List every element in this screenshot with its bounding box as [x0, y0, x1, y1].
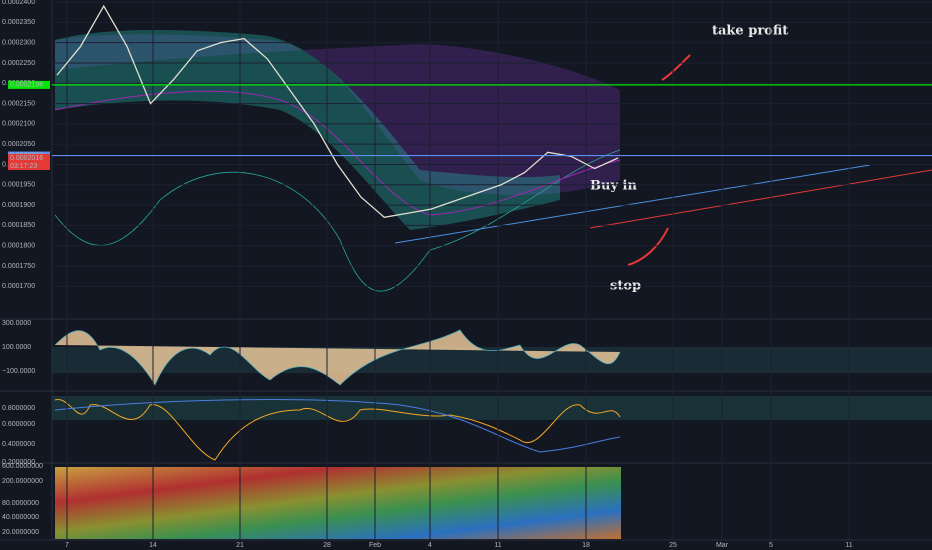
y-tick-label: 0.0001850 [2, 222, 35, 229]
ribbon-band [55, 30, 560, 230]
cci-band [52, 347, 932, 373]
cci-line [54, 329, 621, 386]
pane-tick-label: 0.8000000 [2, 405, 35, 412]
pane-tick-label: 0.2000000 [2, 459, 35, 466]
y-tick-label: 0.0001700 [2, 283, 35, 290]
pane-tick-label: 200.0000000 [2, 478, 43, 485]
pane-tick-label: −100.0000 [2, 368, 35, 375]
x-tick-label: 28 [323, 542, 331, 549]
axis-column [0, 0, 52, 540]
pane-tick-label: 0.4000000 [2, 441, 35, 448]
x-tick-label: 4 [428, 542, 432, 549]
y-tick-label: 0.0001950 [2, 182, 35, 189]
cloud-band [55, 34, 620, 195]
osc-line [54, 399, 621, 461]
y-tick-label: 0.0002150 [2, 100, 35, 107]
y-tick-label: 0.0001750 [2, 263, 35, 270]
heatmap [55, 467, 621, 539]
pane-tick-label: 0.6000000 [2, 421, 35, 428]
x-tick-label: 14 [149, 542, 157, 549]
moving-average [54, 90, 621, 216]
y-tick-label: 0.0002350 [2, 19, 35, 26]
y-tick-label: 0.0001900 [2, 202, 35, 209]
lower-band [54, 149, 621, 292]
x-tick-label: 7 [65, 542, 69, 549]
pane-tick-label: 80.0000000 [2, 500, 39, 507]
y-tick-label: 0.0002050 [2, 141, 35, 148]
pane-tick-label: 600.0000000 [2, 463, 43, 470]
arrow [661, 54, 691, 81]
pane-tick-label: 20.0000000 [2, 529, 39, 536]
y-tick-label: 0.0002300 [2, 39, 35, 46]
x-tick-label: 25 [669, 542, 677, 549]
price-tag-label: 0.0002196 [10, 82, 43, 89]
price-line [56, 4, 619, 218]
price-tag [8, 153, 50, 170]
price-tag [8, 80, 50, 89]
x-tick-label: Mar [716, 542, 729, 549]
trend-line [394, 164, 871, 244]
stop-line [589, 169, 932, 229]
pane-tick-label: 100.0000 [2, 344, 31, 351]
y-tick-label: 0.0002100 [2, 121, 35, 128]
pane-tick-label: 300.0000 [2, 320, 31, 327]
arrow [627, 227, 669, 266]
annotation: take profit [712, 24, 788, 39]
x-tick-label: 11 [494, 542, 501, 549]
price-tag-label: 0.0002016 [10, 155, 43, 162]
osc-band [52, 396, 932, 420]
x-tick-label: 5 [769, 542, 773, 549]
pane-tick-label: 40.0000000 [2, 514, 39, 521]
annotation: Buy in [590, 179, 637, 194]
x-tick-label: Feb [369, 542, 381, 549]
y-tick-label: 0.0002400 [2, 0, 35, 6]
x-tick-label: 18 [582, 542, 590, 549]
y-tick-label: 0.0002250 [2, 60, 35, 67]
y-tick-label: 0.0001800 [2, 243, 35, 250]
countdown: 03:17:23 [10, 163, 37, 170]
x-tick-label: 21 [236, 542, 244, 549]
x-tick-label: 11 [845, 542, 852, 549]
